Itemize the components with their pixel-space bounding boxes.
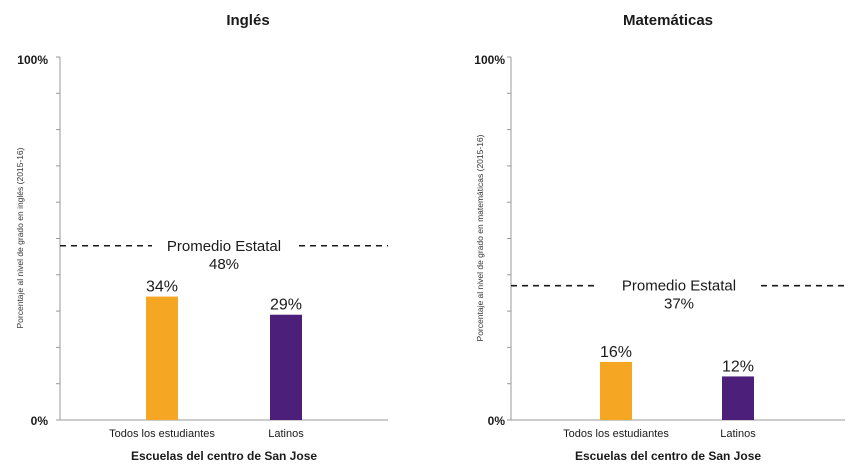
- x-category-label: Latinos: [720, 428, 756, 440]
- chart-matematicas: Matemáticas 100% 0% Porcentaje al nivel …: [474, 12, 845, 463]
- chart-title: Matemáticas: [623, 12, 713, 29]
- chart-title: Inglés: [226, 12, 269, 29]
- y-tick-label-max: 100%: [17, 53, 48, 67]
- bar-value-label: 12%: [722, 358, 754, 375]
- x-axis-title: Escuelas del centro de San Jose: [575, 449, 761, 463]
- reference-line-label: Promedio Estatal: [167, 238, 281, 255]
- bar-latinos: [270, 314, 302, 420]
- y-tick-label-min: 0%: [31, 414, 49, 428]
- y-axis-label: Porcentaje al nivel de grado en inglés (…: [15, 147, 25, 328]
- y-tick-label-min: 0%: [488, 414, 506, 428]
- y-axis-ticks: [507, 56, 511, 421]
- reference-line-value: 48%: [209, 256, 239, 273]
- reference-line-label: Promedio Estatal: [622, 278, 736, 295]
- y-tick-label-max: 100%: [474, 53, 505, 67]
- bar-value-label: 29%: [270, 297, 302, 314]
- y-axis-label: Porcentaje al nivel de grado en matemáti…: [475, 134, 485, 341]
- x-category-label: Latinos: [268, 428, 304, 440]
- x-category-label: Todos los estudiantes: [563, 428, 669, 440]
- bar-value-label: 16%: [600, 344, 632, 361]
- bar-todos-los-estudiantes: [600, 361, 632, 420]
- reference-line-group: Promedio Estatal 48%: [60, 238, 388, 273]
- y-axis-ticks: [56, 56, 60, 421]
- bar-todos-los-estudiantes: [146, 296, 178, 420]
- reference-line-value: 37%: [664, 296, 694, 313]
- x-axis-title: Escuelas del centro de San Jose: [131, 449, 317, 463]
- reference-line-group: Promedio Estatal 37%: [511, 278, 845, 313]
- chart-ingles: Inglés 100% 0% Porcentaje al nivel de gr…: [15, 12, 388, 463]
- bar-latinos: [722, 376, 754, 420]
- x-category-label: Todos los estudiantes: [109, 428, 215, 440]
- bar-value-label: 34%: [146, 279, 178, 296]
